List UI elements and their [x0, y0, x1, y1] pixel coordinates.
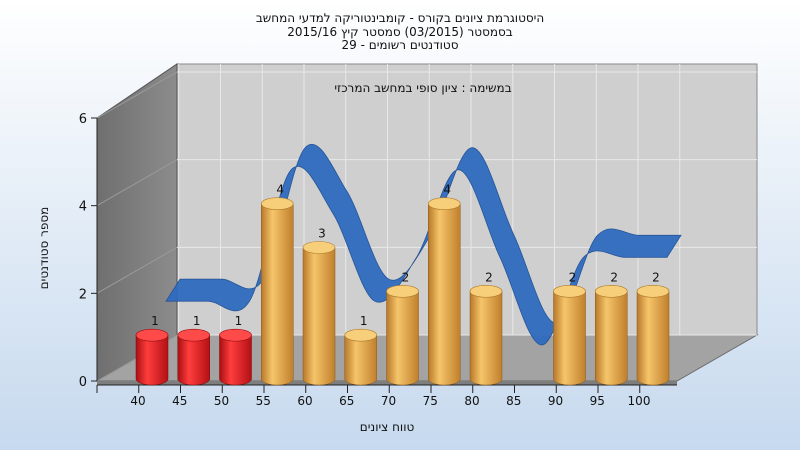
- bar: [469, 285, 503, 386]
- x-tick-label: 70: [381, 394, 396, 408]
- bar-body: [344, 334, 377, 386]
- data-label: 1: [235, 314, 243, 328]
- data-label: 1: [193, 314, 201, 328]
- bar: [427, 197, 461, 386]
- chart-subtitle: במשימה : ציון סופי במחשב המרכזי: [334, 81, 511, 95]
- y-tick-label: 4: [79, 200, 87, 215]
- bar-top: [386, 285, 419, 298]
- bar-body: [553, 291, 586, 386]
- bar-body: [302, 247, 336, 386]
- bar-top: [302, 241, 336, 254]
- x-tick-label: 65: [339, 394, 354, 408]
- y-tick-label: 6: [79, 112, 87, 127]
- bar: [260, 197, 294, 386]
- x-tick-label: 50: [214, 394, 229, 408]
- x-axis-label: טווח ציונים: [360, 420, 415, 434]
- data-label: 2: [610, 270, 618, 284]
- x-tick-label: 100: [628, 394, 651, 408]
- bar-top: [636, 285, 670, 298]
- bar: [594, 285, 628, 386]
- bar: [177, 328, 211, 386]
- bar-top: [177, 328, 211, 342]
- x-tick-label: 60: [297, 394, 312, 408]
- bar: [219, 328, 252, 386]
- bar-top: [344, 328, 378, 342]
- bar: [553, 285, 586, 386]
- bar-top: [427, 197, 461, 210]
- grid-line-side: [96, 246, 178, 294]
- data-label: 2: [402, 270, 410, 284]
- bar: [344, 328, 378, 386]
- bar-body: [386, 291, 419, 386]
- bar: [386, 285, 419, 386]
- chart-title-line: בסמסטר (03/2015) סמסטר קיץ 2015/16: [287, 25, 513, 39]
- data-label: 1: [151, 314, 159, 328]
- y-tick-label: 0: [79, 375, 87, 390]
- data-label: 3: [318, 227, 326, 241]
- x-tick-label: 40: [130, 394, 145, 408]
- bar-body: [428, 203, 461, 386]
- bar: [636, 285, 670, 386]
- bar-top: [219, 328, 252, 342]
- x-tick-label: 75: [423, 394, 438, 408]
- data-label: 2: [485, 270, 493, 284]
- bar-top: [594, 285, 628, 298]
- x-tick-label: 45: [172, 394, 187, 408]
- bar-body: [177, 334, 210, 386]
- bar-body: [595, 291, 628, 386]
- data-label: 4: [276, 183, 284, 197]
- bar-top: [469, 285, 503, 298]
- bar-top: [260, 197, 294, 210]
- bar-body: [469, 291, 503, 386]
- bar: [135, 328, 169, 386]
- bar-top: [135, 328, 169, 342]
- bar: [302, 241, 336, 386]
- bar-body: [636, 291, 670, 386]
- bar-top: [553, 285, 586, 298]
- bar-body: [135, 334, 169, 386]
- chart-title-line: סטודנטים רשומים - 29: [341, 38, 458, 52]
- y-tick-label: 2: [79, 287, 87, 302]
- x-tick-label: 80: [464, 394, 479, 408]
- data-label: 2: [569, 270, 577, 284]
- grid-line-side: [96, 71, 178, 119]
- data-label: 4: [443, 183, 451, 197]
- trend-ribbon: [165, 144, 682, 346]
- x-tick-label: 55: [256, 394, 271, 408]
- chart-title-line: היסטוגרמת ציונים בקורס - קומבינטוריקה למ…: [256, 11, 544, 25]
- bar-body: [219, 334, 252, 386]
- bar-body: [261, 203, 294, 386]
- data-label: 1: [360, 314, 368, 328]
- data-label: 2: [652, 270, 660, 284]
- grid-line-side: [96, 159, 178, 207]
- x-tick-label: 95: [590, 394, 605, 408]
- x-tick-label: 90: [548, 394, 563, 408]
- y-axis-label: מספר סטודנטים: [37, 207, 51, 290]
- x-tick-label: 85: [506, 394, 521, 408]
